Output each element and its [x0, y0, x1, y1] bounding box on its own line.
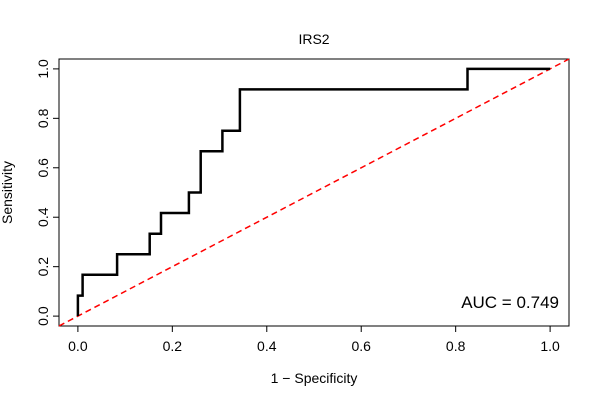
y-tick-label: 1.0 — [35, 59, 51, 79]
auc-annotation: AUC = 0.749 — [461, 293, 559, 312]
plot-frame — [58, 58, 570, 327]
x-axis-label: 1 − Specificity — [271, 370, 358, 386]
y-tick-label: 0.6 — [35, 158, 51, 178]
y-tick-label: 0.8 — [35, 108, 51, 128]
x-axis: 0.0 0.2 0.4 0.6 0.8 1.0 — [68, 325, 560, 354]
x-tick-label: 0.0 — [68, 338, 88, 354]
x-tick-label: 1.0 — [540, 338, 560, 354]
x-tick-label: 0.4 — [257, 338, 277, 354]
y-axis-label: Sensitivity — [0, 161, 15, 224]
y-axis: 0.0 0.2 0.4 0.6 0.8 1.0 — [35, 59, 60, 326]
roc-curve-line — [76, 67, 551, 317]
y-tick-label: 0.2 — [35, 257, 51, 277]
x-tick-label: 0.6 — [351, 338, 371, 354]
series-layer — [58, 58, 570, 327]
x-tick-label: 0.2 — [163, 338, 183, 354]
reference-diagonal-line — [58, 58, 570, 327]
x-tick-label: 0.8 — [446, 338, 466, 354]
y-tick-label: 0.4 — [35, 207, 51, 227]
y-tick-label: 0.0 — [35, 306, 51, 326]
chart-title: IRS2 — [298, 31, 329, 47]
